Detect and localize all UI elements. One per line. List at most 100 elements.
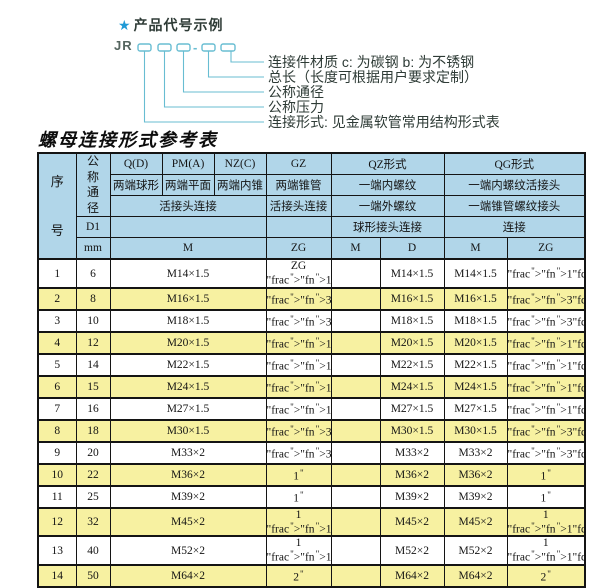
table-cell: M22×1.5 (379, 352, 445, 377)
table-cell: "frac">"fn">1"fd">2" (506, 352, 586, 377)
table-cell: 10 (75, 308, 111, 333)
table-cell: 50 (75, 563, 111, 588)
diagram-label-pressure: 公称压力 (268, 99, 324, 115)
table-cell (330, 258, 381, 289)
table-cell: 14 (75, 352, 111, 377)
table-row: 11 25 M39×2 1" M39×2 M39×2 1" (37, 484, 586, 509)
table-cell: M52×2 (109, 535, 267, 566)
header-qg-sub2: 一端锥管螺纹接头 (443, 195, 586, 218)
table-cell (330, 535, 381, 566)
table-row: 412M20×1.5"frac">"fn">1"fd">2"M20×1.5M20… (37, 330, 586, 355)
table-cell: "frac">"fn">3"fd">8" (506, 308, 586, 333)
table-cell: M18×1.5 (379, 308, 445, 333)
header-union-connection: 活接头连接 (109, 195, 267, 218)
header-qz-sub2: 一端外螺纹 (330, 195, 445, 218)
table-cell: M16×1.5 (379, 286, 445, 311)
table-cell: "frac">"fn">1"fd">2" (265, 374, 332, 399)
table-cell: "frac">"fn">3"fd">8" (265, 308, 332, 333)
table-cell: M20×1.5 (379, 330, 445, 355)
table-cell: "frac">"fn">1"fd">2" (506, 330, 586, 355)
table-cell: M14×1.5 (109, 258, 267, 289)
table-cell: 1" (506, 462, 586, 487)
table-cell: 16 (75, 396, 111, 421)
table-cell: "frac">"fn">3"fd">8" (506, 286, 586, 311)
header-d1: D1 (75, 216, 111, 239)
table-cell (330, 352, 381, 377)
header-qg-m: M (443, 237, 508, 260)
table-cell: M39×2 (109, 484, 267, 509)
header-qz-m: M (330, 237, 381, 260)
table-cell: M18×1.5 (109, 308, 267, 333)
table-cell: "frac">"fn">1"fd">2" (506, 396, 586, 421)
table-cell: 5 (37, 352, 77, 377)
header-qz-d: D (379, 237, 445, 260)
diagram-heading-text: 产品代号示例 (133, 17, 224, 33)
header-col-nz: NZ(C) (213, 152, 267, 176)
table-cell: 7 (37, 396, 77, 421)
table-cell: 25 (75, 484, 111, 509)
table-cell: 9 (37, 440, 77, 465)
header-qg-sub3: 连接 (443, 216, 586, 239)
table-cell (330, 563, 381, 588)
header-nominal-diameter: 公 称 通 径 (75, 152, 111, 218)
star-icon: ★ (118, 17, 132, 33)
table-cell: M24×1.5 (379, 374, 445, 399)
table-cell: 3 (37, 308, 77, 333)
table-cell: 1 (37, 258, 77, 289)
table-cell: 20 (75, 440, 111, 465)
header-seq: 序 号 (37, 152, 77, 260)
table-cell: 32 (75, 506, 111, 537)
table-cell: M33×2 (443, 440, 508, 465)
header-col-pm: PM(A) (161, 152, 215, 176)
table-cell: "frac">"fn">3"fd">8" (265, 286, 332, 311)
table-cell (330, 484, 381, 509)
table-cell: 2 (37, 286, 77, 311)
table-cell (330, 374, 381, 399)
header-pm-sub: 两端平面 (161, 174, 215, 197)
header-col-qg: QG形式 (443, 152, 586, 176)
table-cell: 2" (265, 563, 332, 588)
table-cell: 8 (37, 418, 77, 443)
table-row: 28M16×1.5"frac">"fn">3"fd">8"M16×1.5M16×… (37, 286, 586, 311)
table-cell: M14×1.5 (443, 258, 508, 289)
table-row: 615M24×1.5"frac">"fn">1"fd">2"M24×1.5M24… (37, 374, 586, 399)
table-cell (330, 308, 381, 333)
header-blank (265, 216, 332, 239)
table-cell: M36×2 (379, 462, 445, 487)
table-cell: M52×2 (443, 535, 508, 566)
table-cell (330, 506, 381, 537)
table-cell (330, 462, 381, 487)
table-row: 14 50 M64×2 2" M64×2 M64×2 2" (37, 563, 586, 588)
table-cell: M27×1.5 (109, 396, 267, 421)
table-cell: M33×2 (109, 440, 267, 465)
table-cell: M64×2 (443, 563, 508, 588)
table-cell: 1 "frac">"fn">1"fd">2" (265, 535, 332, 566)
table-cell: 11 (37, 484, 77, 509)
table-cell: M39×2 (379, 484, 445, 509)
table-cell: 40 (75, 535, 111, 566)
table-row: 310M18×1.5"frac">"fn">3"fd">8"M18×1.5M18… (37, 308, 586, 333)
header-qz-sub1: 一端内螺纹 (330, 174, 445, 197)
table-row: 716M27×1.5"frac">"fn">1"fd">2"M27×1.5M27… (37, 396, 586, 421)
table-cell: 4 (37, 330, 77, 355)
table-cell: "frac">"fn">1"fd">2" (265, 352, 332, 377)
diagram-label-length: 总长（长度可根据用户要求定制） (268, 69, 478, 85)
table-cell: M30×1.5 (379, 418, 445, 443)
table-cell: "frac">"fn">1"fd">2" (265, 396, 332, 421)
product-code-diagram: ★ 产品代号示例 JR - 连接件材质 c: 为碳钢 b: 为不锈钢 总长（长度可… (0, 0, 600, 130)
table-cell: ZG "frac">"fn">1"fd">4" (265, 258, 332, 289)
table-cell (330, 396, 381, 421)
table-cell: 1" (265, 484, 332, 509)
table-cell: M22×1.5 (443, 352, 508, 377)
header-nz-sub: 两端内锥 (213, 174, 267, 197)
table-title: 螺母连接形式参考表 (38, 130, 218, 150)
table-row: 514M22×1.5"frac">"fn">1"fd">2"M22×1.5M22… (37, 352, 586, 377)
table-cell: "frac">"fn">1"fd">4" (506, 258, 586, 289)
table-cell: M20×1.5 (443, 330, 508, 355)
table-cell (330, 440, 381, 465)
table-cell: M20×1.5 (109, 330, 267, 355)
